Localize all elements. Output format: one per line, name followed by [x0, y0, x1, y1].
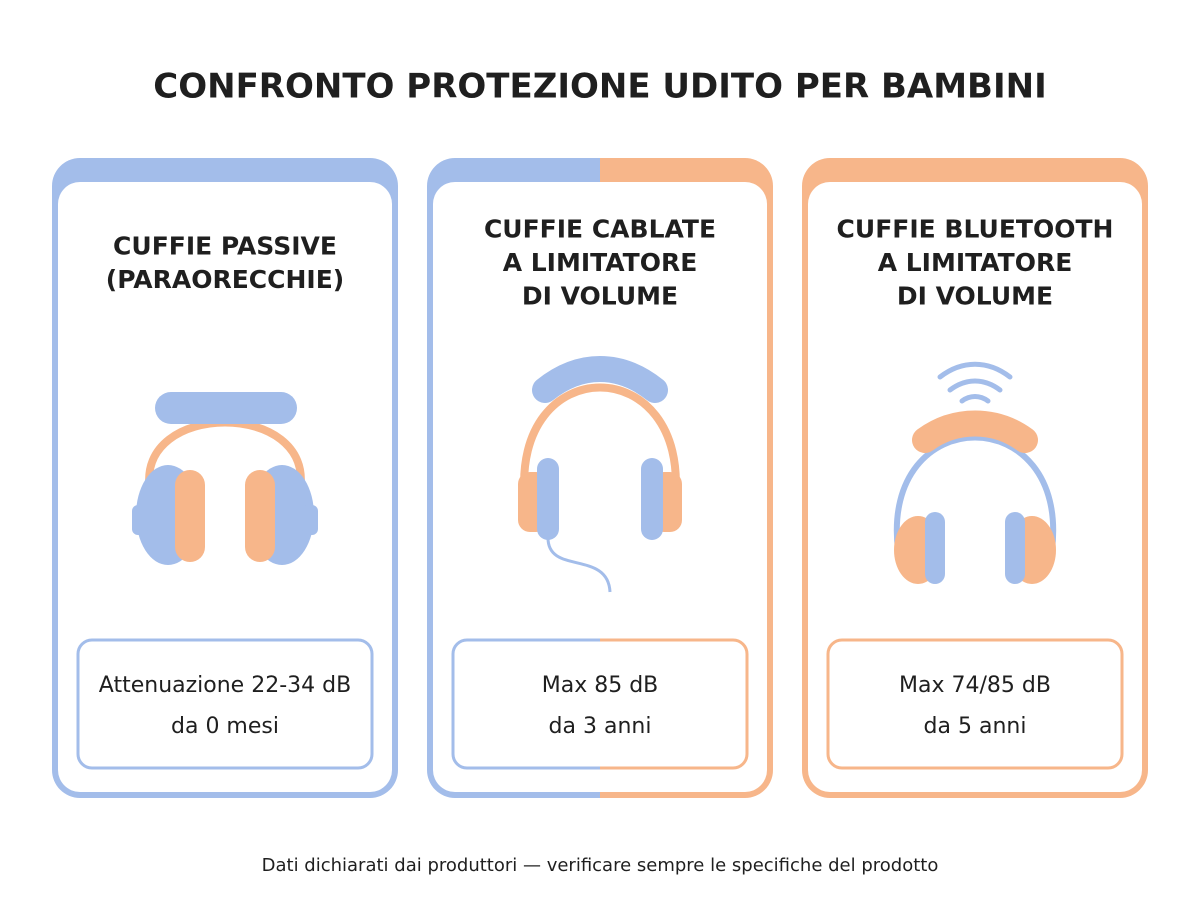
card-title: DI VOLUME — [897, 282, 1053, 311]
page-title: CONFRONTO PROTEZIONE UDITO PER BAMBINI — [153, 67, 1046, 107]
card-detail: da 5 anni — [924, 714, 1027, 739]
earmuff-icon — [132, 392, 318, 565]
card-detail: Max 74/85 dB — [899, 673, 1051, 698]
card-frame — [52, 158, 398, 798]
bluetooth-headphone-icon — [893, 361, 1057, 584]
card-title: (PARAORECCHIE) — [106, 265, 344, 294]
card-frame — [427, 158, 773, 798]
card-title: A LIMITATORE — [878, 248, 1073, 277]
card-detail: da 3 anni — [549, 714, 652, 739]
card-detail: da 0 mesi — [171, 714, 279, 739]
card-title: CUFFIE PASSIVE — [113, 231, 337, 260]
card-detail: Attenuazione 22-34 dB — [99, 673, 351, 698]
wired-headphone-icon — [518, 356, 682, 593]
card-title: A LIMITATORE — [503, 248, 698, 277]
footer-note: Dati dichiarati dai produttori — verific… — [262, 855, 939, 876]
card-title: CUFFIE BLUETOOTH — [837, 215, 1114, 244]
card-frame — [802, 158, 1148, 798]
card-detail: Max 85 dB — [542, 673, 659, 698]
card-title: DI VOLUME — [522, 282, 678, 311]
card-title: CUFFIE CABLATE — [484, 215, 716, 244]
